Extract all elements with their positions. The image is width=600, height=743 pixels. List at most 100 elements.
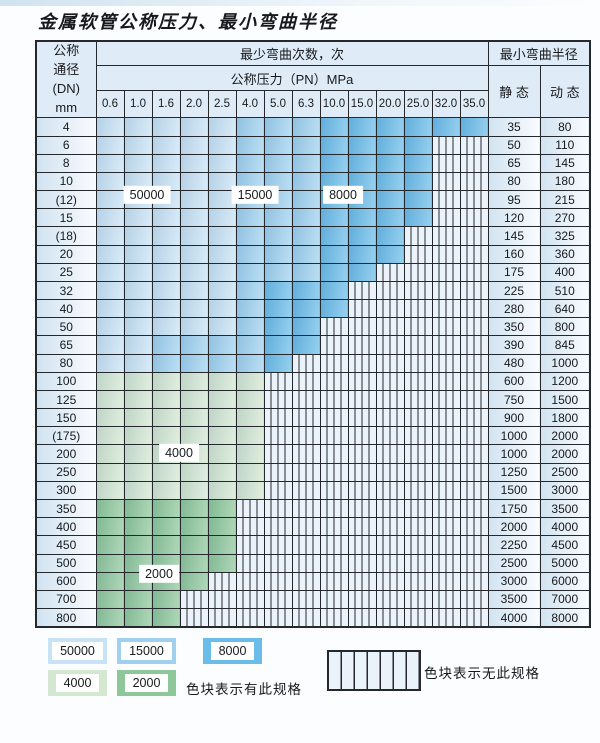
spec-cell bbox=[95, 335, 125, 355]
spec-cell bbox=[403, 608, 433, 628]
spec-cell bbox=[263, 553, 293, 573]
spec-cell bbox=[403, 262, 433, 282]
spec-cell bbox=[375, 535, 405, 555]
spec-cell bbox=[291, 371, 321, 391]
table-row: 400 2000 4000 bbox=[35, 517, 591, 537]
spec-cell bbox=[319, 462, 349, 482]
spec-cell bbox=[235, 408, 265, 428]
spec-cell bbox=[235, 317, 265, 337]
static-value: 1000 bbox=[487, 444, 541, 464]
spec-cell bbox=[403, 408, 433, 428]
dn-cell: 125 bbox=[35, 389, 97, 410]
dn-cell: 8 bbox=[35, 153, 97, 173]
spec-cell bbox=[347, 371, 377, 391]
spec-cell bbox=[375, 299, 405, 319]
spec-cell bbox=[403, 498, 433, 519]
static-value: 2250 bbox=[487, 535, 541, 555]
spec-cell bbox=[375, 371, 405, 391]
spec-cell bbox=[375, 408, 405, 428]
spec-cell bbox=[263, 208, 293, 228]
spec-cell bbox=[179, 317, 209, 337]
spec-cell bbox=[207, 135, 237, 155]
spec-cell bbox=[347, 135, 377, 155]
dynamic-header: 动 态 bbox=[539, 64, 591, 119]
spec-cell bbox=[347, 208, 377, 228]
spec-cell bbox=[347, 462, 377, 482]
spec-cell bbox=[151, 371, 181, 391]
spec-cell bbox=[207, 117, 237, 137]
dn-cell: 200 bbox=[35, 444, 97, 464]
spec-cell bbox=[431, 408, 461, 428]
spec-cell bbox=[179, 208, 209, 228]
spec-cell bbox=[291, 171, 321, 192]
spec-cell bbox=[179, 608, 209, 628]
spec-cell bbox=[123, 426, 153, 446]
dn-cell: 40 bbox=[35, 299, 97, 319]
static-value: 390 bbox=[487, 335, 541, 355]
spec-cell bbox=[291, 498, 321, 519]
spec-cell bbox=[319, 244, 349, 264]
spec-cell bbox=[403, 444, 433, 464]
spec-cell bbox=[179, 280, 209, 301]
dynamic-value: 800 bbox=[539, 317, 591, 337]
spec-cell bbox=[319, 517, 349, 537]
spec-cell bbox=[263, 371, 293, 391]
legend-no-spec-swatch bbox=[327, 650, 421, 691]
static-value: 175 bbox=[487, 262, 541, 282]
table-row: 125 750 1500 bbox=[35, 389, 591, 410]
spec-cell bbox=[403, 117, 433, 137]
static-value: 900 bbox=[487, 408, 541, 428]
spec-cell bbox=[207, 371, 237, 391]
spec-cell bbox=[403, 553, 433, 573]
spec-cell bbox=[319, 444, 349, 464]
spec-cell bbox=[95, 299, 125, 319]
spec-cell bbox=[179, 589, 209, 610]
spec-cell bbox=[263, 135, 293, 155]
spec-cell bbox=[95, 317, 125, 337]
spec-cell bbox=[179, 408, 209, 428]
spec-cell bbox=[347, 299, 377, 319]
spec-cell bbox=[95, 280, 125, 301]
spec-cell bbox=[347, 280, 377, 301]
spec-cell bbox=[179, 353, 209, 373]
spec-cell bbox=[123, 280, 153, 301]
spec-cell bbox=[235, 299, 265, 319]
table-row: 80 480 1000 bbox=[35, 353, 591, 373]
spec-cell bbox=[95, 389, 125, 410]
spec-cell bbox=[347, 244, 377, 264]
spec-cell bbox=[291, 426, 321, 446]
spec-cell bbox=[347, 353, 377, 373]
spec-cell bbox=[263, 299, 293, 319]
spec-cell bbox=[179, 299, 209, 319]
spec-cell bbox=[95, 262, 125, 282]
spec-cell bbox=[319, 208, 349, 228]
spec-cell bbox=[431, 426, 461, 446]
spec-cell bbox=[459, 171, 489, 192]
dynamic-value: 3000 bbox=[539, 480, 591, 500]
spec-cell bbox=[375, 135, 405, 155]
header-row-1: 公称 通径 (DN) mm 最少弯曲次数，次 最小弯曲半径 bbox=[35, 40, 591, 119]
spec-cell bbox=[347, 262, 377, 282]
header-row-2: 公称压力（PN）MPa 静 态动 态 bbox=[36, 64, 591, 119]
spec-cell bbox=[95, 426, 125, 446]
spec-cell bbox=[347, 408, 377, 428]
spec-cell bbox=[319, 389, 349, 410]
radius-header: 最小弯曲半径 bbox=[487, 40, 591, 66]
spec-cell bbox=[347, 317, 377, 337]
spec-cell bbox=[375, 480, 405, 500]
spec-cell bbox=[375, 190, 405, 210]
pressure-col-header: 10.0 bbox=[319, 90, 349, 119]
spec-cell bbox=[347, 444, 377, 464]
pressure-col-header: 2.0 bbox=[179, 90, 209, 119]
dn-cell: 800 bbox=[35, 608, 97, 628]
spec-cell bbox=[123, 462, 153, 482]
spec-cell bbox=[347, 226, 377, 246]
dn-cell: 150 bbox=[35, 408, 97, 428]
dn-cell: 500 bbox=[35, 553, 97, 573]
pressure-col-header: 20.0 bbox=[375, 90, 405, 119]
spec-cell bbox=[459, 226, 489, 246]
spec-cell bbox=[179, 135, 209, 155]
dynamic-value: 4500 bbox=[539, 535, 591, 555]
spec-cell bbox=[123, 517, 153, 537]
spec-cell bbox=[151, 171, 181, 192]
